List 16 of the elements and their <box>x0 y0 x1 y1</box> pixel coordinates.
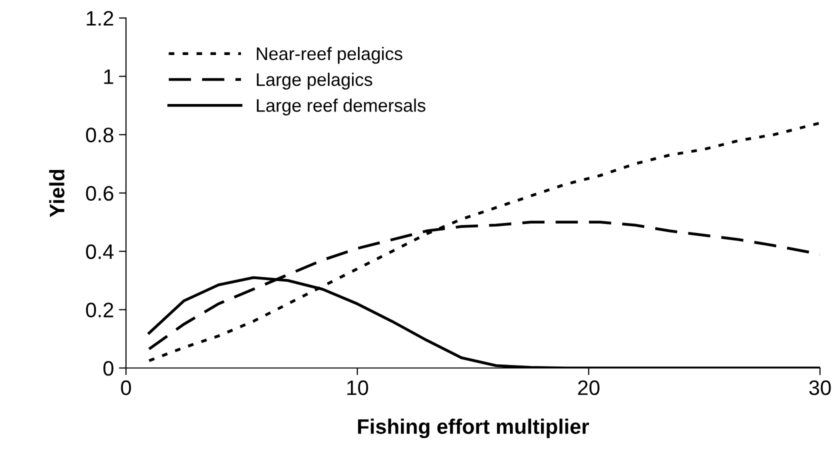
legend-label: Near-reef pelagics <box>256 46 402 64</box>
y-tick-label: 0.6 <box>86 186 114 201</box>
x-tick-label: 0 <box>121 380 131 396</box>
y-tick-label: 0.8 <box>86 128 114 142</box>
x-axis-title: Fishing effort multiplier <box>358 418 590 438</box>
x-tick-label: 20 <box>578 380 600 396</box>
y-tick-label: 1.2 <box>86 11 114 26</box>
y-tick-label: 0.4 <box>86 244 114 260</box>
x-tick-label: 10 <box>347 380 368 396</box>
y-axis-title: Yield <box>49 170 64 218</box>
y-tick-label: 0.2 <box>86 302 114 318</box>
legend-label: Large reef demersals <box>256 98 426 116</box>
x-tick-label: 30 <box>809 380 831 396</box>
legend-label: Large pelagics <box>256 72 372 90</box>
y-tick-label: 0 <box>103 361 114 376</box>
y-tick-label: 1 <box>104 70 114 84</box>
